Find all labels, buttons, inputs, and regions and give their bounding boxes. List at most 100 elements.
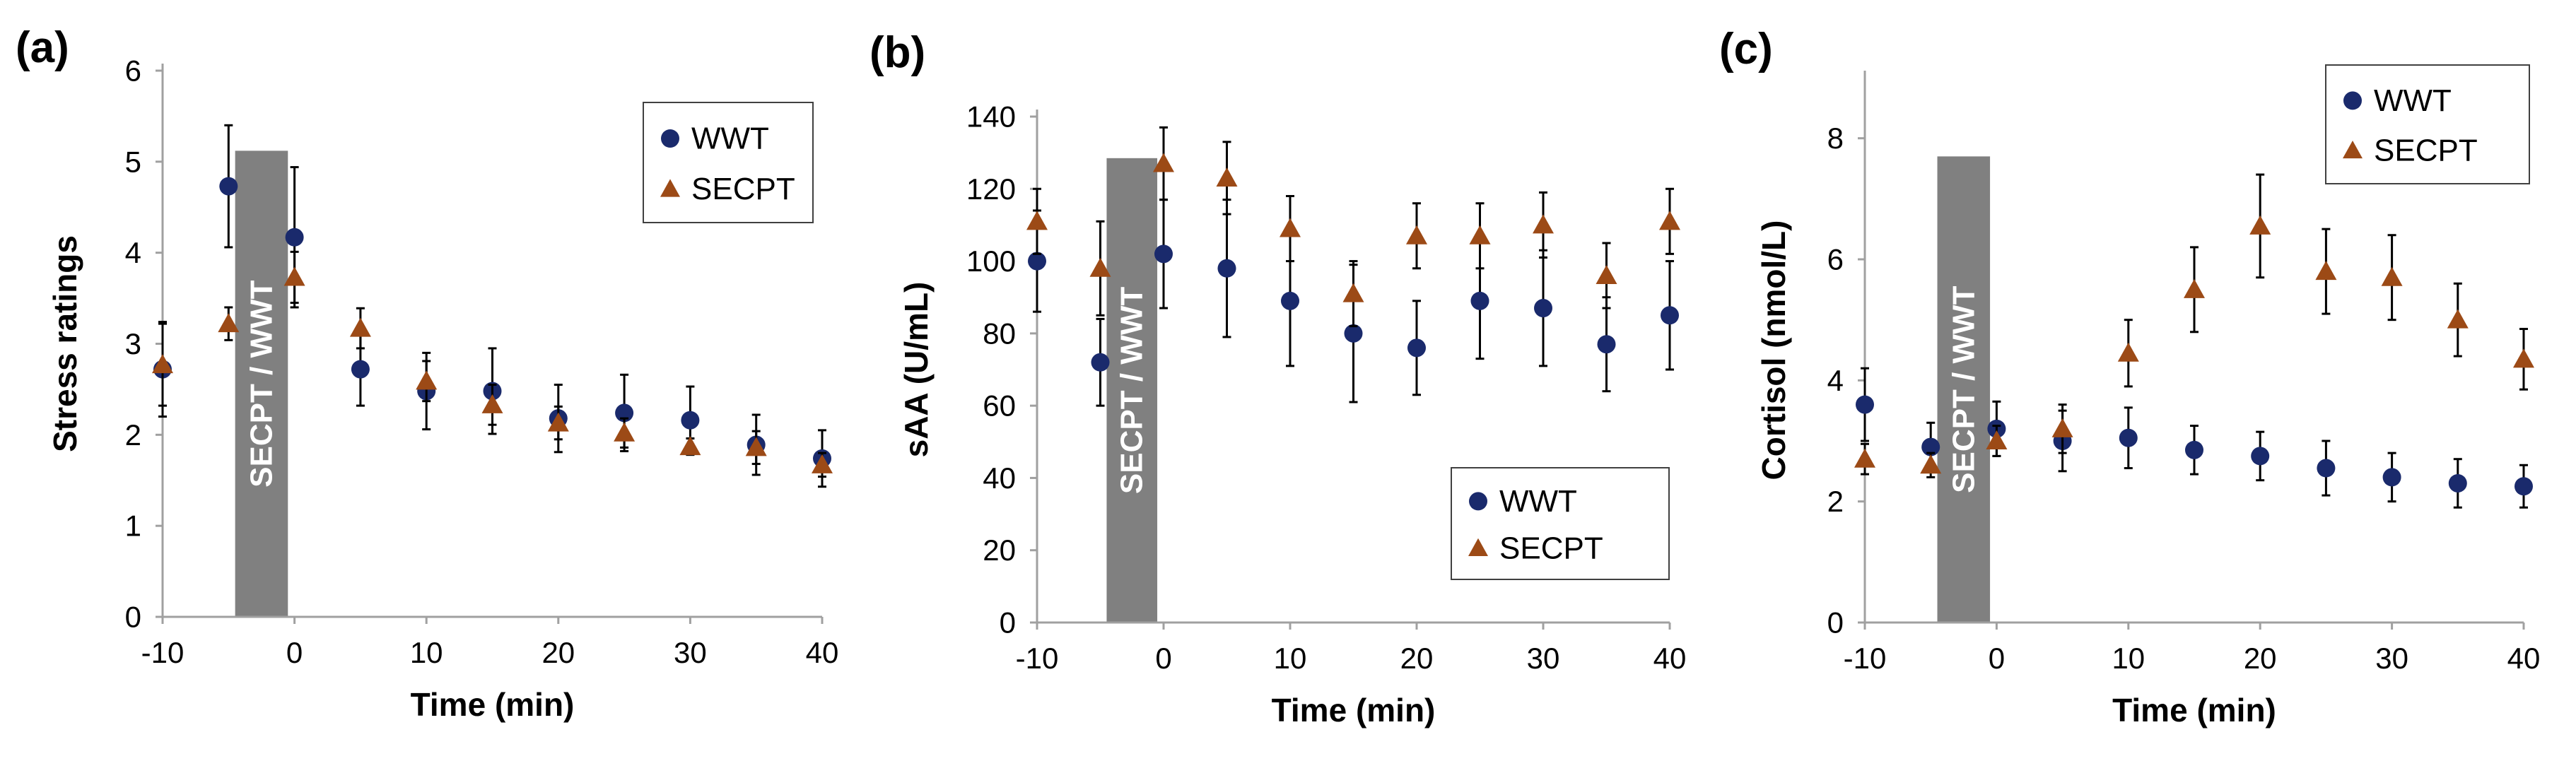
data-point-secpt (2051, 418, 2073, 437)
y-tick-label: 4 (125, 236, 141, 269)
data-point-wwt (2317, 459, 2336, 478)
data-point-wwt (1661, 306, 1679, 325)
y-axis-title: sAA (U/mL) (898, 282, 935, 458)
task-period-label: SECPT / WWT (1115, 287, 1149, 494)
x-tick-label: 20 (2244, 642, 2277, 675)
data-point-secpt (1153, 153, 1174, 172)
data-point-wwt (1281, 291, 1299, 310)
data-point-wwt (219, 177, 238, 196)
x-tick-label: 10 (2112, 642, 2145, 675)
x-tick-label: 10 (410, 636, 443, 669)
x-tick-label: 30 (674, 636, 707, 669)
legend-marker-secpt (1468, 538, 1488, 556)
x-tick-label: 0 (1989, 642, 2005, 675)
x-tick-label: 0 (286, 636, 303, 669)
data-point-wwt (1856, 395, 1874, 414)
data-point-secpt (1596, 265, 1617, 285)
data-point-secpt (2447, 309, 2469, 329)
data-point-wwt (615, 403, 634, 423)
data-point-secpt (1216, 167, 1238, 187)
x-tick-label: 30 (1527, 642, 1560, 675)
data-point-secpt (2184, 278, 2205, 298)
data-point-wwt (1028, 252, 1046, 271)
data-point-secpt (1406, 225, 1427, 244)
panel-label: (a) (16, 23, 69, 72)
y-tick-label: 6 (1827, 243, 1844, 276)
data-point-secpt (1026, 211, 1048, 230)
data-point-secpt (1659, 211, 1680, 230)
y-tick-label: 4 (1827, 364, 1844, 397)
legend-box (643, 102, 814, 223)
data-point-secpt (2381, 266, 2403, 286)
legend-marker-secpt (2343, 140, 2363, 159)
legend: WWT SECPT (1451, 467, 1670, 580)
data-point-wwt (351, 360, 370, 379)
data-point-wwt (2119, 428, 2138, 447)
panel-label: (b) (870, 28, 925, 77)
data-point-wwt (2185, 440, 2203, 459)
data-point-wwt (1344, 324, 1363, 343)
y-axis-title: Cortisol (nmol/L) (1755, 220, 1792, 480)
y-tick-label: 40 (983, 461, 1016, 495)
y-tick-label: 2 (1827, 485, 1844, 518)
legend-box (1451, 467, 1670, 580)
x-tick-label: 30 (2375, 642, 2408, 675)
chart-panel-2: (b)SECPT / WWT-10 0 10 20 30 4002040608010012… (870, 28, 1686, 728)
legend-marker-wwt (1469, 492, 1487, 511)
data-point-wwt (1217, 259, 1236, 278)
data-point-wwt (1597, 335, 1616, 354)
x-axis-title: Time (min) (411, 686, 575, 723)
data-point-secpt (1280, 218, 1301, 237)
data-point-secpt (1089, 257, 1111, 277)
data-point-secpt (481, 394, 503, 413)
data-point-secpt (1986, 430, 2008, 449)
x-tick-label: -10 (141, 636, 185, 669)
series-wwt (1856, 367, 2533, 509)
legend-box (2325, 64, 2530, 184)
x-axis-title: Time (min) (2112, 692, 2276, 728)
x-tick-label: 20 (1400, 642, 1434, 675)
x-tick-label: 40 (2507, 642, 2541, 675)
y-axis-title: Stress ratings (47, 235, 83, 452)
data-point-secpt (416, 370, 438, 390)
data-point-secpt (2315, 261, 2337, 281)
legend-marker-wwt (661, 129, 679, 148)
x-tick-label: -10 (1016, 642, 1059, 675)
y-tick-label: 100 (966, 244, 1016, 278)
y-tick-label: 0 (1000, 606, 1016, 639)
y-tick-label: 60 (983, 389, 1016, 423)
x-tick-label: -10 (1844, 642, 1887, 675)
task-period-bar (1937, 156, 1991, 623)
task-period-bar (1106, 158, 1158, 623)
data-point-secpt (745, 437, 767, 456)
x-tick-label: 40 (806, 636, 839, 669)
legend-label-wwt: WWT (691, 122, 769, 156)
data-point-secpt (2117, 342, 2139, 362)
y-tick-label: 20 (983, 533, 1016, 567)
y-tick-label: 2 (125, 418, 141, 452)
y-tick-label: 8 (1827, 122, 1844, 155)
data-point-wwt (1407, 338, 1426, 358)
series-secpt (152, 250, 833, 478)
data-point-wwt (681, 411, 700, 430)
data-point-secpt (614, 422, 636, 442)
x-tick-label: 10 (1274, 642, 1307, 675)
data-point-secpt (2249, 215, 2271, 235)
y-tick-label: 0 (1827, 606, 1844, 639)
x-tick-label: 40 (1653, 642, 1687, 675)
data-point-wwt (2448, 473, 2467, 492)
legend-marker-secpt (660, 179, 680, 197)
data-point-secpt (349, 317, 371, 337)
series-secpt (1854, 173, 2534, 478)
data-point-wwt (2514, 477, 2533, 496)
x-axis-title: Time (min) (1272, 692, 1436, 728)
data-point-secpt (1533, 214, 1554, 234)
y-tick-label: 6 (125, 54, 141, 88)
legend-label-secpt: SECPT (2374, 133, 2478, 167)
legend-label-secpt: SECPT (1499, 531, 1603, 565)
y-tick-label: 80 (983, 317, 1016, 350)
data-point-wwt (1091, 353, 1110, 372)
data-point-secpt (547, 412, 569, 432)
x-tick-label: 0 (1155, 642, 1171, 675)
